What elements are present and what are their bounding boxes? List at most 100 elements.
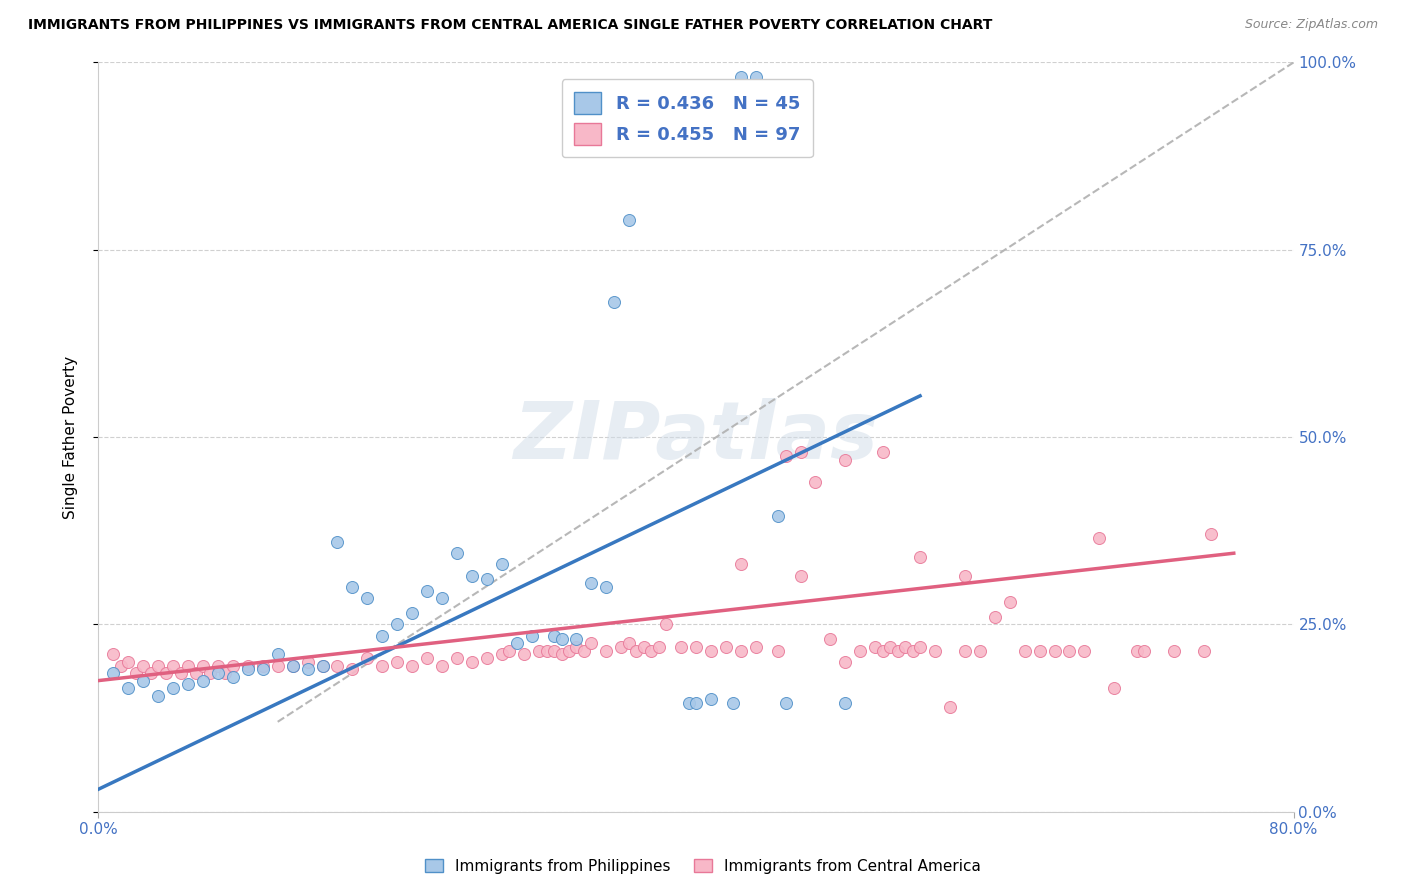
Point bbox=[252, 658, 274, 673]
Point bbox=[177, 677, 200, 691]
Point bbox=[939, 699, 962, 714]
Point bbox=[626, 643, 648, 657]
Point bbox=[222, 658, 245, 673]
Point bbox=[685, 640, 707, 654]
Point bbox=[640, 643, 662, 657]
Point bbox=[714, 640, 737, 654]
Point bbox=[169, 666, 191, 681]
Point bbox=[342, 662, 364, 676]
Point bbox=[969, 643, 991, 657]
Point bbox=[184, 666, 207, 681]
Point bbox=[730, 643, 752, 657]
Point bbox=[558, 643, 581, 657]
Point bbox=[1043, 643, 1066, 657]
Point bbox=[401, 658, 423, 673]
Point bbox=[543, 629, 565, 643]
Point bbox=[595, 643, 617, 657]
Point bbox=[311, 658, 333, 673]
Point bbox=[1088, 531, 1111, 545]
Point bbox=[461, 655, 484, 669]
Point bbox=[191, 673, 214, 688]
Point bbox=[550, 632, 572, 647]
Point bbox=[879, 640, 901, 654]
Point bbox=[371, 658, 394, 673]
Point bbox=[595, 580, 617, 594]
Point bbox=[117, 655, 139, 669]
Point bbox=[924, 643, 946, 657]
Point bbox=[865, 640, 887, 654]
Point bbox=[789, 445, 811, 459]
Point bbox=[148, 658, 170, 673]
Legend: Immigrants from Philippines, Immigrants from Central America: Immigrants from Philippines, Immigrants … bbox=[419, 853, 987, 880]
Point bbox=[984, 610, 1007, 624]
Point bbox=[177, 658, 200, 673]
Point bbox=[1201, 527, 1223, 541]
Point bbox=[162, 658, 184, 673]
Point bbox=[520, 629, 543, 643]
Point bbox=[1192, 643, 1215, 657]
Point bbox=[723, 696, 745, 710]
Point bbox=[804, 475, 827, 489]
Point bbox=[1125, 643, 1147, 657]
Point bbox=[700, 643, 723, 657]
Point bbox=[110, 658, 132, 673]
Point bbox=[356, 651, 378, 665]
Point bbox=[207, 666, 229, 681]
Legend: R = 0.436   N = 45, R = 0.455   N = 97: R = 0.436 N = 45, R = 0.455 N = 97 bbox=[561, 79, 813, 157]
Point bbox=[617, 636, 640, 650]
Point bbox=[1059, 643, 1081, 657]
Point bbox=[371, 629, 394, 643]
Point bbox=[543, 643, 565, 657]
Point bbox=[617, 212, 640, 227]
Point bbox=[430, 658, 453, 673]
Point bbox=[820, 632, 842, 647]
Point bbox=[214, 666, 236, 681]
Point bbox=[491, 648, 513, 662]
Point bbox=[342, 580, 364, 594]
Point bbox=[1014, 643, 1036, 657]
Point bbox=[775, 449, 797, 463]
Point bbox=[633, 640, 655, 654]
Point bbox=[155, 666, 177, 681]
Point bbox=[700, 692, 723, 706]
Point bbox=[834, 452, 856, 467]
Point bbox=[132, 673, 155, 688]
Point bbox=[236, 662, 259, 676]
Point bbox=[572, 643, 595, 657]
Point bbox=[901, 643, 924, 657]
Point bbox=[326, 535, 349, 549]
Point bbox=[385, 655, 409, 669]
Point bbox=[446, 546, 468, 560]
Point bbox=[834, 655, 856, 669]
Point bbox=[766, 508, 789, 523]
Point bbox=[281, 658, 304, 673]
Point bbox=[603, 295, 626, 310]
Point bbox=[139, 666, 162, 681]
Point bbox=[886, 643, 908, 657]
Point bbox=[647, 640, 669, 654]
Point bbox=[766, 643, 789, 657]
Point bbox=[953, 643, 976, 657]
Point bbox=[267, 648, 290, 662]
Point bbox=[908, 549, 931, 564]
Point bbox=[565, 632, 588, 647]
Point bbox=[125, 666, 148, 681]
Point bbox=[200, 666, 222, 681]
Point bbox=[1163, 643, 1185, 657]
Point bbox=[506, 636, 529, 650]
Point bbox=[513, 648, 536, 662]
Point bbox=[527, 643, 550, 657]
Point bbox=[536, 643, 558, 657]
Point bbox=[953, 568, 976, 582]
Point bbox=[311, 658, 333, 673]
Point bbox=[565, 640, 588, 654]
Point bbox=[267, 658, 290, 673]
Point bbox=[236, 658, 259, 673]
Point bbox=[669, 640, 692, 654]
Point bbox=[998, 595, 1021, 609]
Point bbox=[849, 643, 872, 657]
Point bbox=[1028, 643, 1050, 657]
Y-axis label: Single Father Poverty: Single Father Poverty bbox=[63, 356, 77, 518]
Text: Source: ZipAtlas.com: Source: ZipAtlas.com bbox=[1244, 18, 1378, 31]
Point bbox=[730, 558, 752, 572]
